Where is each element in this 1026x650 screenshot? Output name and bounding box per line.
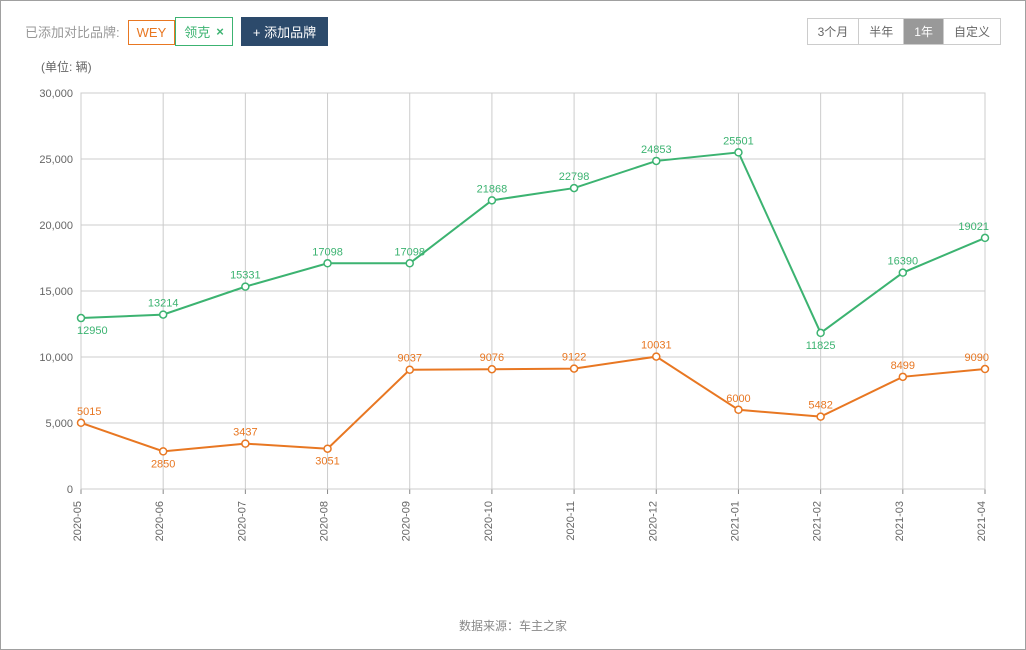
data-label: 17098 (312, 246, 343, 258)
data-point (899, 269, 906, 276)
data-label: 3051 (315, 456, 339, 468)
data-label: 9122 (562, 352, 586, 364)
data-label: 25501 (723, 135, 754, 147)
data-point (899, 373, 906, 380)
data-label: 15331 (230, 270, 261, 282)
data-point (653, 353, 660, 360)
y-axis-label: 5,000 (45, 418, 73, 430)
data-label: 24853 (641, 144, 672, 156)
data-point (735, 149, 742, 156)
x-axis-label: 2021-01 (729, 501, 741, 541)
data-point (78, 315, 85, 322)
data-point (488, 366, 495, 373)
data-label: 16390 (888, 256, 919, 268)
data-point (242, 283, 249, 290)
data-label: 13214 (148, 298, 179, 310)
data-label: 22798 (559, 171, 590, 183)
x-axis-label: 2020-10 (483, 501, 495, 541)
data-source-label: 数据来源：车主之家 (1, 609, 1025, 634)
brand-tag-领克[interactable]: 领克× (175, 17, 233, 46)
data-label: 6000 (726, 393, 750, 405)
time-range-filter: 3个月半年1年自定义 (807, 18, 1001, 45)
data-point (160, 448, 167, 455)
data-label: 9037 (397, 353, 421, 365)
data-label: 9076 (480, 352, 504, 364)
data-label: 8499 (891, 360, 915, 372)
data-point (160, 311, 167, 318)
x-axis-label: 2020-07 (236, 501, 248, 541)
data-label: 9090 (965, 352, 989, 364)
data-label: 5482 (808, 400, 832, 412)
data-point (324, 445, 331, 452)
line-chart: 0 5,000 10,000 15,000 20,000 25,000 30,000 2020… (25, 79, 1003, 609)
y-axis-label: 10,000 (39, 352, 73, 364)
close-icon[interactable]: × (216, 24, 224, 39)
brand-tag-wey[interactable]: WEY (128, 20, 176, 45)
data-point (571, 365, 578, 372)
data-point (242, 440, 249, 447)
y-axis-label: 25,000 (39, 154, 73, 166)
data-label: 17098 (394, 246, 425, 258)
series-line-领克 (81, 152, 985, 333)
data-label: 19021 (958, 221, 989, 233)
y-axis-label: 20,000 (39, 220, 73, 232)
data-label: 21868 (477, 183, 508, 195)
x-axis-label: 2020-11 (565, 501, 577, 541)
data-point (571, 185, 578, 192)
add-brand-button[interactable]: + 添加品牌 (241, 17, 328, 46)
data-point (982, 366, 989, 373)
data-point (406, 260, 413, 267)
y-axis-label: 0 (67, 484, 73, 496)
data-label: 2850 (151, 458, 175, 470)
data-label: 3437 (233, 427, 257, 439)
data-point (817, 413, 824, 420)
data-point (488, 197, 495, 204)
y-axis-label: 30,000 (39, 88, 73, 100)
y-axis-label: 15,000 (39, 286, 73, 298)
x-axis-label: 2020-12 (647, 501, 659, 541)
time-filter-button[interactable]: 3个月 (808, 19, 860, 44)
x-axis-label: 2020-06 (154, 501, 166, 541)
series-line-WEY (81, 357, 985, 452)
x-axis-label: 2020-08 (319, 501, 331, 541)
x-axis-label: 2021-02 (812, 501, 824, 541)
data-point (324, 260, 331, 267)
data-point (735, 406, 742, 413)
unit-label: (单位: 辆) (41, 58, 1001, 75)
data-label: 11825 (806, 340, 836, 352)
brands-label: 已添加对比品牌: (25, 22, 120, 41)
data-point (817, 329, 824, 336)
x-axis-label: 2021-04 (976, 501, 988, 541)
data-label: 10031 (641, 340, 672, 352)
x-axis-label: 2021-03 (894, 501, 906, 541)
data-point (406, 366, 413, 373)
x-axis-label: 2020-09 (401, 501, 413, 541)
data-point (653, 157, 660, 164)
time-filter-button[interactable]: 自定义 (944, 19, 1000, 44)
data-label: 12950 (77, 325, 108, 337)
time-filter-button[interactable]: 半年 (859, 19, 904, 44)
time-filter-button[interactable]: 1年 (904, 19, 944, 44)
data-label: 5015 (77, 406, 101, 418)
data-point (78, 419, 85, 426)
data-point (982, 234, 989, 241)
x-axis-label: 2020-05 (72, 501, 84, 541)
